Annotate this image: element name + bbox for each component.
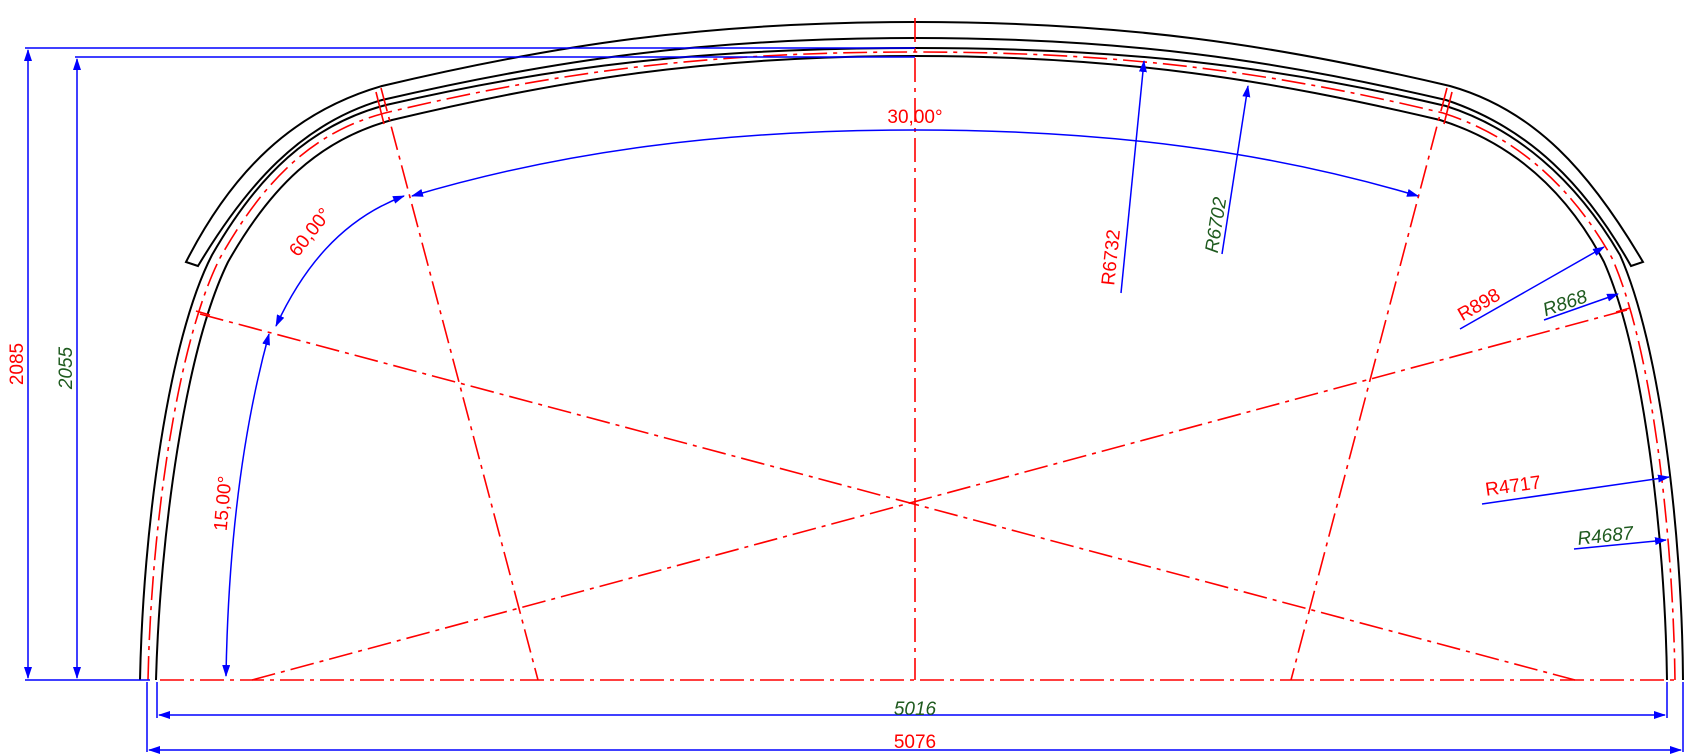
inner-lining-outer-edge <box>155 54 1668 681</box>
outer-height-label: 2085 <box>7 343 28 385</box>
angle-upper-side-label: 60,00° <box>285 204 336 260</box>
outer-lining-outer-edge <box>184 20 1645 268</box>
radius-shoulder-outer-label: R898 <box>1454 285 1504 326</box>
leader-crown-inner <box>1221 85 1251 255</box>
leader-wall-inner <box>1573 537 1667 550</box>
radius-crown-inner-label: R6702 <box>1202 195 1232 254</box>
leader-wall-outer <box>1481 474 1670 505</box>
diagonal-left-to-right <box>199 313 1576 681</box>
leader-crown-outer <box>1120 60 1147 294</box>
centerlines <box>147 18 1676 681</box>
dimension-lines <box>24 47 1684 754</box>
inner-height-label: 2055 <box>56 346 77 390</box>
angle-lower-side-label: 15,00° <box>211 475 237 532</box>
dimension-labels: 2085 2055 5016 5076 30,00° 60,00° 15,00°… <box>7 107 1636 753</box>
radius-wall-inner-label: R4687 <box>1576 523 1635 550</box>
diagonal-right-to-left <box>251 309 1628 681</box>
inner-width-label: 5016 <box>894 699 937 720</box>
outer-lining-inner-edge <box>139 46 1684 681</box>
radius-shoulder-inner-label: R868 <box>1540 286 1590 321</box>
angle-top-label: 30,00° <box>887 107 942 128</box>
radial-line-right-crown <box>1290 87 1448 681</box>
lining-centerline <box>147 51 1676 681</box>
leader-shoulder-inner <box>1543 293 1619 321</box>
junction-ticks <box>195 91 1631 316</box>
angle-arc-lower-side <box>222 333 270 677</box>
angle-arc-upper-side <box>275 195 405 327</box>
angle-arc-top <box>411 129 1419 197</box>
radius-crown-outer-label: R6732 <box>1098 228 1125 286</box>
radial-line-left-crown <box>380 87 539 681</box>
leader-shoulder-outer <box>1459 246 1605 330</box>
outer-width-label: 5076 <box>894 732 936 753</box>
